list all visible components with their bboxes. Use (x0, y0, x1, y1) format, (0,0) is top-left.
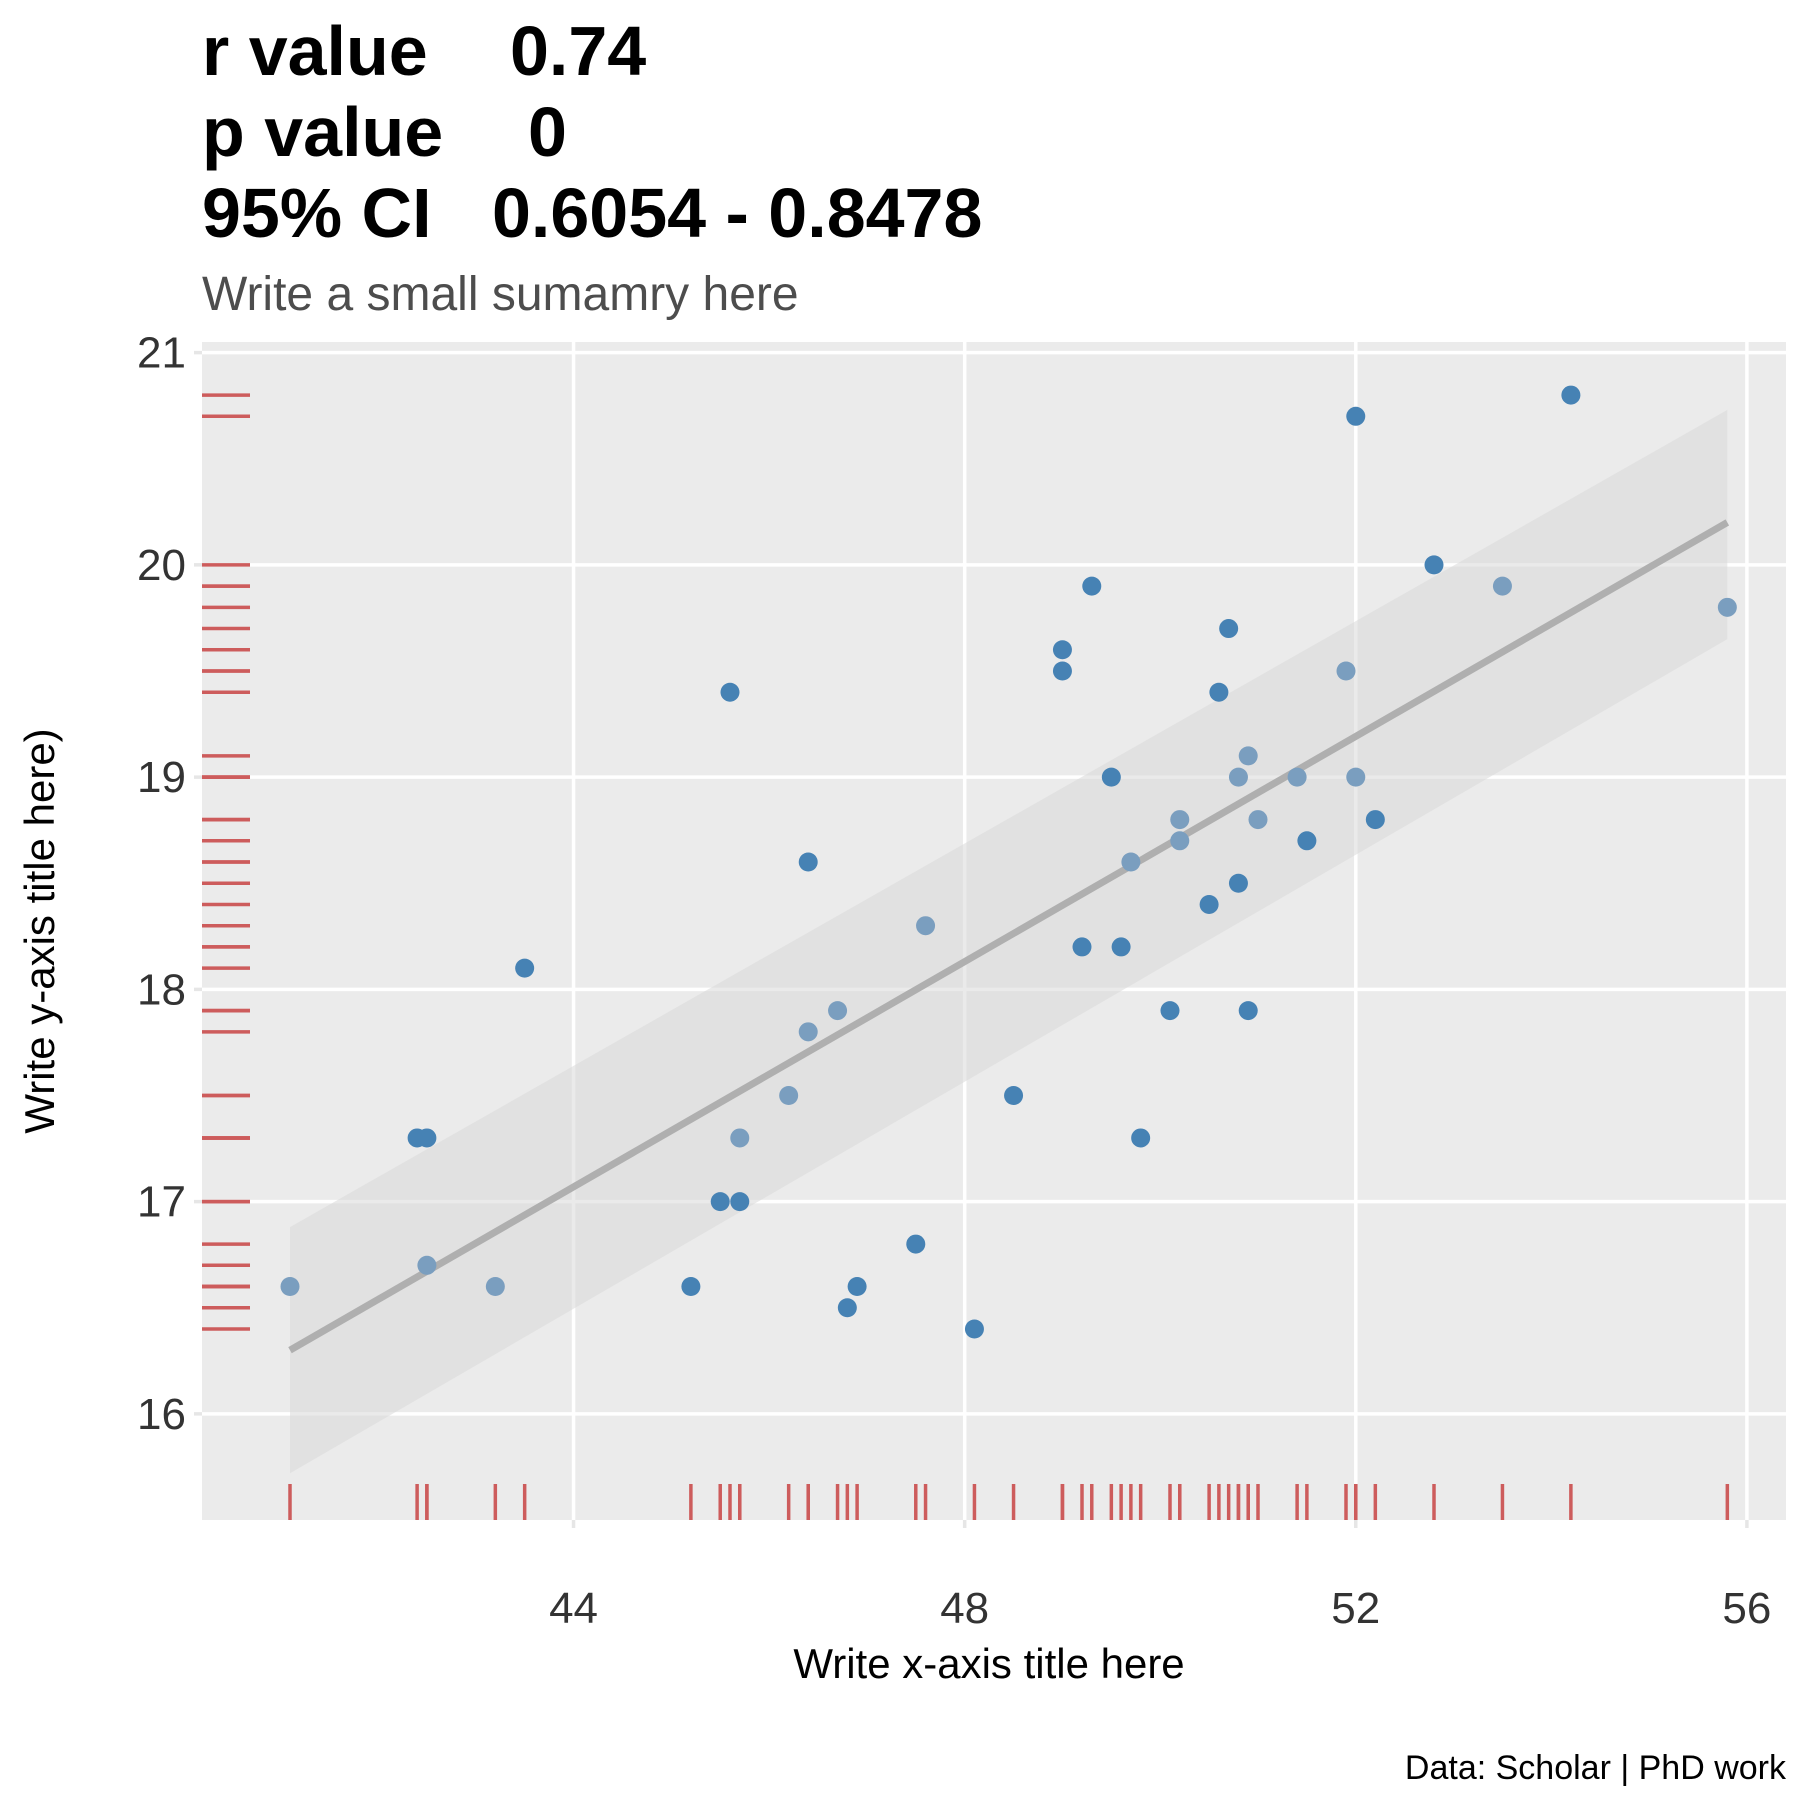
data-point (1131, 1128, 1151, 1148)
data-point (417, 1128, 437, 1148)
x-tick-label-44: 44 (549, 1584, 598, 1633)
data-point (1121, 852, 1141, 872)
data-point (1004, 1085, 1024, 1105)
data-point (847, 1277, 867, 1297)
data-point (1072, 937, 1092, 957)
y-axis-title: Write y-axis title here) (16, 728, 63, 1133)
data-point (730, 1128, 750, 1148)
data-point (1346, 406, 1366, 426)
data-point (798, 852, 818, 872)
data-point (417, 1255, 437, 1275)
p-value-value: 0 (528, 93, 567, 171)
y-tick-label-16: 16 (137, 1390, 186, 1439)
data-point (1365, 810, 1385, 830)
data-point (1170, 831, 1190, 851)
data-point (730, 1192, 750, 1212)
chart-title: r value 0.74 p value 0 95% CI 0.6054 - 0… (202, 12, 982, 252)
data-point (485, 1277, 505, 1297)
data-point (1101, 767, 1121, 787)
y-tick-label-19: 19 (137, 753, 186, 802)
ci-value: 0.6054 - 0.8478 (492, 174, 982, 252)
data-point (1228, 873, 1248, 893)
data-point (1111, 937, 1131, 957)
confidence-band (290, 409, 1728, 1474)
x-tick-label-48: 48 (940, 1584, 989, 1633)
data-point (1561, 385, 1581, 405)
y-tick-label-17: 17 (137, 1178, 186, 1227)
data-point (798, 1022, 818, 1042)
data-point (1424, 555, 1444, 575)
x-tick-label-56: 56 (1722, 1584, 1771, 1633)
data-point (1248, 810, 1268, 830)
x-tick-label-52: 52 (1331, 1584, 1380, 1633)
data-point (916, 916, 936, 936)
x-axis-ticks: 44 48 52 56 (549, 1520, 1771, 1633)
data-point (828, 1001, 848, 1021)
data-point (515, 958, 535, 978)
data-point (1238, 1001, 1258, 1021)
ci-label: 95% CI (202, 174, 432, 252)
data-point (280, 1277, 300, 1297)
data-point (720, 682, 740, 702)
y-tick-label-21: 21 (137, 329, 186, 378)
data-point (1717, 597, 1737, 617)
data-point (837, 1298, 857, 1318)
y-tick-label-20: 20 (137, 541, 186, 590)
data-point (964, 1319, 984, 1339)
regression-line (288, 519, 1730, 1354)
data-point (1287, 767, 1307, 787)
data-point (1297, 831, 1317, 851)
data-point (1209, 682, 1229, 702)
data-point (1492, 576, 1512, 596)
x-axis-title: Write x-axis title here (793, 1640, 1184, 1687)
y-axis-ticks: 16 17 18 19 20 21 (137, 329, 202, 1439)
data-points (280, 385, 1737, 1339)
data-point (1219, 619, 1239, 639)
data-point (1238, 746, 1258, 766)
r-value-value: 0.74 (510, 12, 646, 90)
data-point (710, 1192, 730, 1212)
y-rug (202, 393, 250, 1331)
data-point (1346, 767, 1366, 787)
chart-caption: Data: Scholar | PhD work (1405, 1749, 1787, 1787)
p-value-label: p value (202, 93, 443, 171)
data-point (681, 1277, 701, 1297)
data-point (1228, 767, 1248, 787)
data-point (1199, 894, 1219, 914)
x-rug (288, 1484, 1730, 1520)
data-point (1052, 640, 1072, 660)
r-value-label: r value (202, 12, 428, 90)
data-point (1336, 661, 1356, 681)
data-point (1170, 810, 1190, 830)
data-point (779, 1085, 799, 1105)
data-point (906, 1234, 926, 1254)
chart-subtitle: Write a small sumamry here (202, 268, 799, 321)
data-point (1082, 576, 1102, 596)
y-tick-label-18: 18 (137, 965, 186, 1014)
data-point (1160, 1001, 1180, 1021)
data-point (1052, 661, 1072, 681)
